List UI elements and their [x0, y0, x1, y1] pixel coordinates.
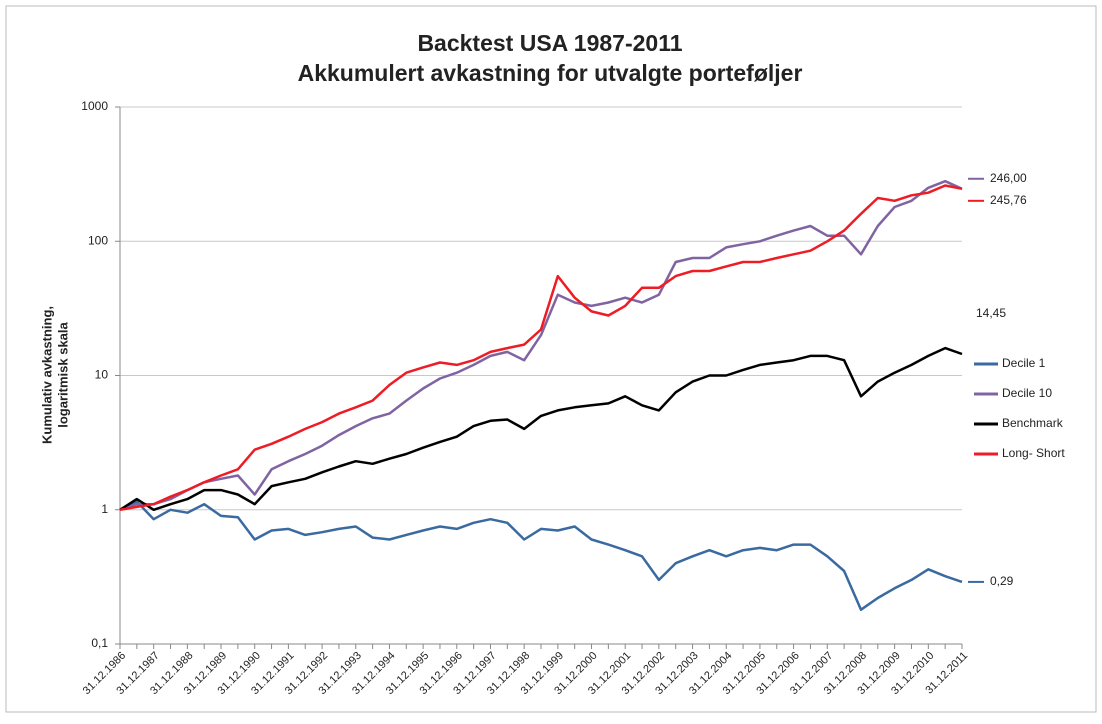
y-tick-label: 1	[101, 502, 108, 516]
legend-label: Decile 10	[1002, 386, 1052, 400]
series-line	[119, 500, 963, 611]
y-tick-label: 0,1	[91, 636, 108, 650]
y-tick-label: 10	[95, 368, 109, 382]
legend-label: Benchmark	[1002, 416, 1064, 430]
chart-border	[5, 5, 1097, 713]
data-label: 246,00	[990, 171, 1027, 185]
y-tick-label: 100	[88, 233, 108, 247]
data-label: 245,76	[990, 193, 1027, 207]
series-line	[119, 346, 963, 512]
y-axis-label: Kumulativ avkastning,	[39, 306, 54, 444]
series-line	[119, 184, 963, 512]
chart-title: Backtest USA 1987-2011	[417, 30, 682, 56]
y-tick-label: 1000	[81, 99, 108, 113]
chart-subtitle: Akkumulert avkastning for utvalgte porte…	[298, 60, 803, 86]
series-line	[119, 179, 963, 511]
data-label: 0,29	[990, 574, 1014, 588]
data-label: 14,45	[976, 306, 1006, 320]
legend-label: Long- Short	[1002, 446, 1065, 460]
legend-label: Decile 1	[1002, 356, 1046, 370]
y-axis-label: logaritmisk skala	[55, 321, 70, 427]
